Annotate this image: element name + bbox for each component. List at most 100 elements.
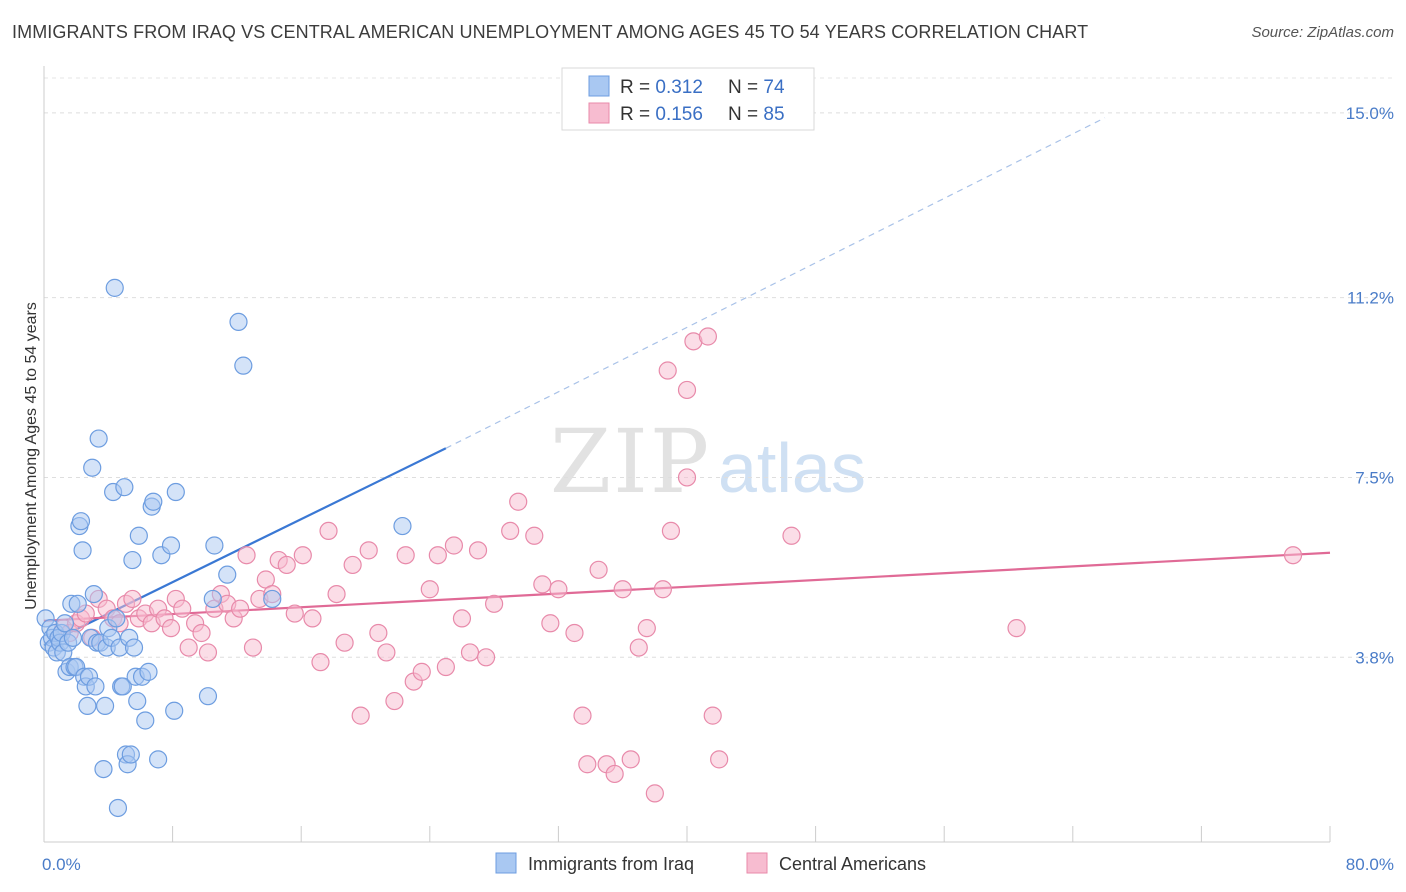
point-iraq xyxy=(136,711,155,730)
point-iraq xyxy=(128,691,147,711)
point-central-americans xyxy=(420,580,439,599)
point-central-americans xyxy=(677,468,697,487)
point-central-americans xyxy=(621,750,640,769)
point-central-americans xyxy=(501,521,520,541)
point-iraq xyxy=(161,536,181,555)
point-central-americans xyxy=(629,638,648,657)
point-central-americans xyxy=(359,541,378,560)
point-central-americans xyxy=(385,691,404,711)
y-tick-label: 3.8% xyxy=(1355,648,1394,667)
point-central-americans xyxy=(1007,619,1026,638)
x-tick-label-min: 0.0% xyxy=(42,855,81,874)
point-iraq xyxy=(83,458,102,477)
point-central-americans xyxy=(123,589,142,609)
point-central-americans xyxy=(452,609,472,628)
point-central-americans xyxy=(509,492,528,511)
point-central-americans xyxy=(243,638,263,657)
point-iraq xyxy=(55,614,74,633)
point-iraq xyxy=(124,638,144,657)
y-axis-label: Unemployment Among Ages 45 to 54 years xyxy=(23,302,40,610)
point-iraq xyxy=(94,759,113,779)
point-iraq xyxy=(229,312,248,331)
point-central-americans xyxy=(285,604,304,623)
point-central-americans xyxy=(319,521,338,541)
watermark-zip: ZIP xyxy=(550,410,711,513)
x-tick-label-max: 80.0% xyxy=(1346,855,1394,874)
legend-r-value-iraq: 0.312 xyxy=(655,77,703,98)
point-central-americans xyxy=(782,526,801,545)
point-central-americans xyxy=(589,560,608,579)
y-tick-label: 7.5% xyxy=(1355,468,1394,487)
point-central-americans xyxy=(710,750,729,769)
chart-title: IMMIGRANTS FROM IRAQ VS CENTRAL AMERICAN… xyxy=(12,22,1089,42)
point-central-americans xyxy=(637,619,656,638)
point-central-americans xyxy=(476,648,496,667)
point-central-americans xyxy=(351,706,370,725)
chart-source: Source: ZipAtlas.com xyxy=(1251,24,1394,41)
point-central-americans xyxy=(533,575,552,594)
point-central-americans xyxy=(468,541,488,560)
point-iraq xyxy=(86,677,105,696)
point-iraq xyxy=(78,696,97,715)
point-iraq xyxy=(393,516,412,536)
point-central-americans xyxy=(698,327,717,346)
point-iraq xyxy=(71,512,91,531)
legend-swatch-iraq xyxy=(588,75,610,97)
point-central-americans xyxy=(541,614,560,633)
point-central-americans xyxy=(231,599,250,618)
point-central-americans xyxy=(293,546,312,565)
bottom-legend-label-iraq: Immigrants from Iraq xyxy=(528,854,694,874)
point-iraq xyxy=(95,696,115,715)
point-iraq xyxy=(123,550,142,570)
svg-text:R = 0.312: R = 0.312 xyxy=(620,77,703,98)
point-central-americans xyxy=(412,662,431,681)
point-central-americans xyxy=(192,623,211,643)
point-iraq xyxy=(84,585,103,604)
point-iraq xyxy=(73,541,92,560)
y-tick-label: 15.0% xyxy=(1346,104,1394,123)
y-tick-label: 11.2% xyxy=(1347,289,1394,308)
legend-swatch-central-americans xyxy=(588,102,610,124)
data-points xyxy=(36,278,1303,818)
point-central-americans xyxy=(645,784,664,803)
point-central-americans xyxy=(396,546,415,565)
point-central-americans xyxy=(444,536,464,555)
point-iraq xyxy=(108,798,128,818)
point-iraq xyxy=(166,482,185,502)
bottom-legend-swatch-iraq xyxy=(495,852,517,874)
point-central-americans xyxy=(1283,546,1303,565)
bottom-legend-label-central: Central Americans xyxy=(779,854,926,874)
point-iraq xyxy=(115,478,134,497)
svg-text:N = 74: N = 74 xyxy=(728,77,785,98)
axes xyxy=(43,66,1331,843)
point-central-americans xyxy=(179,638,198,657)
point-central-americans xyxy=(525,526,544,545)
point-central-americans xyxy=(369,623,388,643)
point-iraq xyxy=(121,745,140,764)
legend-n-value-iraq: 74 xyxy=(763,77,785,98)
point-iraq xyxy=(198,687,218,706)
point-iraq xyxy=(105,278,124,297)
point-iraq xyxy=(205,536,224,555)
svg-text:R = 0.156: R = 0.156 xyxy=(620,104,703,125)
point-central-americans xyxy=(428,546,447,565)
point-central-americans xyxy=(343,555,362,575)
point-central-americans xyxy=(311,653,330,672)
point-iraq xyxy=(113,677,132,696)
point-iraq xyxy=(89,429,108,448)
legend-r-value-central: 0.156 xyxy=(655,104,703,125)
bottom-legend: Immigrants from Iraq Central Americans xyxy=(495,852,926,874)
point-iraq xyxy=(165,701,184,720)
point-central-americans xyxy=(173,599,192,618)
legend-n-value-central: 85 xyxy=(763,104,784,125)
point-iraq xyxy=(149,750,168,769)
point-central-americans xyxy=(658,361,677,380)
point-iraq xyxy=(139,662,158,681)
point-iraq xyxy=(144,492,163,511)
point-central-americans xyxy=(377,643,396,662)
point-central-americans xyxy=(661,521,681,541)
point-central-americans xyxy=(677,380,697,400)
point-iraq xyxy=(107,609,126,628)
point-iraq xyxy=(218,565,237,584)
